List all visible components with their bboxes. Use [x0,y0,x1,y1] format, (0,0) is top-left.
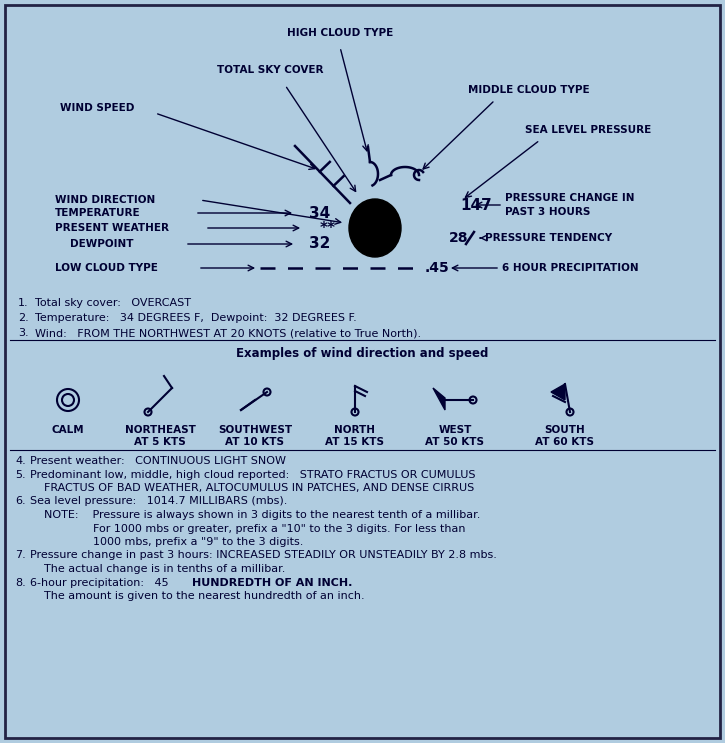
Polygon shape [433,388,445,410]
Text: 6 HOUR PRECIPITATION: 6 HOUR PRECIPITATION [502,263,639,273]
Text: SOUTH: SOUTH [544,425,585,435]
Text: PRESSURE CHANGE IN
PAST 3 HOURS: PRESSURE CHANGE IN PAST 3 HOURS [505,193,634,217]
Text: DEWPOINT: DEWPOINT [70,239,133,249]
Ellipse shape [349,199,401,257]
Text: 32: 32 [309,236,330,251]
Text: AT 10 KTS: AT 10 KTS [225,437,284,447]
Text: 4.: 4. [15,456,26,466]
Text: AT 60 KTS: AT 60 KTS [536,437,594,447]
Text: HUNDREDTH OF AN INCH.: HUNDREDTH OF AN INCH. [192,577,352,588]
Text: AT 50 KTS: AT 50 KTS [426,437,484,447]
Text: TOTAL SKY COVER: TOTAL SKY COVER [217,65,323,75]
Text: **: ** [320,221,336,236]
Text: 2.: 2. [18,313,29,323]
Text: FRACTUS OF BAD WEATHER, ALTOCUMULUS IN PATCHES, AND DENSE CIRRUS: FRACTUS OF BAD WEATHER, ALTOCUMULUS IN P… [30,483,474,493]
Text: 3.: 3. [18,328,28,338]
Text: CALM: CALM [51,425,84,435]
Text: .45: .45 [425,261,450,275]
Text: Temperature:   34 DEGREES F,  Dewpoint:  32 DEGREES F.: Temperature: 34 DEGREES F, Dewpoint: 32 … [35,313,357,323]
Text: The amount is given to the nearest hundredth of an inch.: The amount is given to the nearest hundr… [30,591,365,601]
Text: 5.: 5. [15,470,25,479]
Polygon shape [551,384,565,400]
Text: 34: 34 [309,206,330,221]
Text: 6.: 6. [15,496,25,507]
Text: Examples of wind direction and speed: Examples of wind direction and speed [236,347,488,360]
Text: HIGH CLOUD TYPE: HIGH CLOUD TYPE [287,28,393,38]
Text: NORTHEAST: NORTHEAST [125,425,196,435]
Text: The actual change is in tenths of a millibar.: The actual change is in tenths of a mill… [30,564,286,574]
Text: WEST: WEST [439,425,472,435]
Text: 6-hour precipitation:   45: 6-hour precipitation: 45 [30,577,169,588]
Text: 1000 mbs, prefix a "9" to the 3 digits.: 1000 mbs, prefix a "9" to the 3 digits. [30,537,303,547]
Text: NOTE:    Pressure is always shown in 3 digits to the nearest tenth of a millibar: NOTE: Pressure is always shown in 3 digi… [30,510,481,520]
Text: PRESSURE TENDENCY: PRESSURE TENDENCY [485,233,612,243]
Text: WIND DIRECTION: WIND DIRECTION [55,195,155,205]
Text: NORTH: NORTH [334,425,376,435]
Text: PRESENT WEATHER: PRESENT WEATHER [55,223,169,233]
Text: SEA LEVEL PRESSURE: SEA LEVEL PRESSURE [525,125,651,135]
Text: Wind:   FROM THE NORTHWEST AT 20 KNOTS (relative to True North).: Wind: FROM THE NORTHWEST AT 20 KNOTS (re… [35,328,421,338]
Text: SOUTHWEST: SOUTHWEST [218,425,292,435]
Text: AT 15 KTS: AT 15 KTS [326,437,384,447]
Text: 28: 28 [449,231,468,245]
Text: 147: 147 [460,198,492,212]
Text: LOW CLOUD TYPE: LOW CLOUD TYPE [55,263,158,273]
Text: MIDDLE CLOUD TYPE: MIDDLE CLOUD TYPE [468,85,589,95]
Text: WIND SPEED: WIND SPEED [60,103,134,113]
Text: Pressure change in past 3 hours: INCREASED STEADILY OR UNSTEADILY BY 2.8 mbs.: Pressure change in past 3 hours: INCREAS… [30,551,497,560]
Text: 8.: 8. [15,577,26,588]
Text: 1.: 1. [18,298,28,308]
Text: Sea level pressure:   1014.7 MILLIBARS (mbs).: Sea level pressure: 1014.7 MILLIBARS (mb… [30,496,287,507]
Text: Total sky cover:   OVERCAST: Total sky cover: OVERCAST [35,298,191,308]
Text: Predominant low, middle, high cloud reported:   STRATO FRACTUS OR CUMULUS: Predominant low, middle, high cloud repo… [30,470,476,479]
Text: 7.: 7. [15,551,26,560]
Text: AT 5 KTS: AT 5 KTS [134,437,186,447]
Text: Present weather:   CONTINUOUS LIGHT SNOW: Present weather: CONTINUOUS LIGHT SNOW [30,456,286,466]
Text: For 1000 mbs or greater, prefix a "10" to the 3 digits. For less than: For 1000 mbs or greater, prefix a "10" t… [30,524,465,533]
Text: TEMPERATURE: TEMPERATURE [55,208,141,218]
